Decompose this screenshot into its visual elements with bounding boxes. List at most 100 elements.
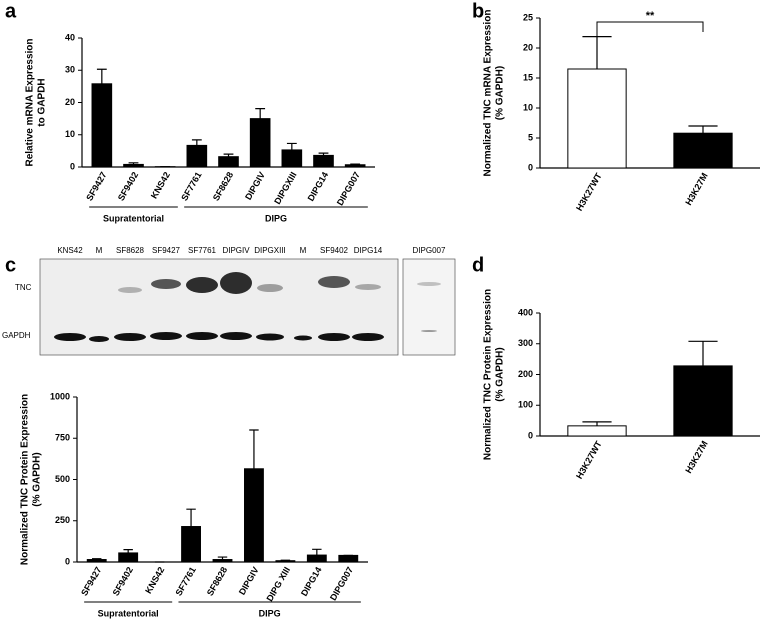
y-axis-label: Normalized TNC Protein Expression: [20, 394, 31, 565]
panel-label: a: [5, 0, 17, 22]
error-bar: [96, 68, 107, 84]
lane-label: KNS42: [57, 246, 83, 255]
y-tick-label: 10: [523, 102, 533, 112]
bar: [181, 526, 201, 563]
blot-image: [402, 258, 456, 356]
error-bar: [217, 556, 228, 560]
bar: [249, 118, 271, 168]
western-blot: KNS42 M SF8628 SF9427 SF7761 DIPGIV DIPGXIII M S…: [2, 246, 456, 356]
x-tick-label: KNS42: [149, 170, 172, 200]
y-tick-label: 0: [528, 162, 533, 172]
error-bar: [92, 558, 102, 560]
x-tick-label: DIPG14: [299, 565, 324, 598]
y-tick-label: 15: [523, 72, 533, 82]
y-tick-label: 25: [523, 12, 533, 22]
x-tick-label: SF9402: [116, 170, 140, 202]
y-tick-label: 20: [523, 42, 533, 52]
lane-label: SF9402: [320, 246, 349, 255]
y-axis-label: to GAPDH: [37, 78, 48, 126]
bar: [344, 164, 366, 168]
x-tick-label: SF8628: [211, 170, 235, 202]
lane-label: M: [96, 246, 103, 255]
error-bar: [249, 429, 259, 469]
y-tick-label: 750: [55, 433, 70, 443]
row-label: TNC: [15, 283, 32, 292]
group-label: DIPG: [259, 608, 281, 618]
lane-label: SF7761: [188, 246, 217, 255]
lane-label: M: [300, 246, 307, 255]
y-tick-label: 250: [55, 515, 70, 525]
y-tick-label: 20: [65, 97, 75, 107]
lane-label: SF8628: [116, 246, 145, 255]
y-axis-label: (% GAPDH): [495, 347, 506, 401]
bar: [123, 163, 144, 168]
error-bar: [318, 152, 329, 156]
bar: [306, 554, 327, 563]
y-tick-label: 0: [65, 556, 70, 566]
group-label: Supratentorial: [103, 213, 164, 223]
bar: [86, 559, 107, 563]
bar: [673, 132, 733, 169]
y-axis-label: (% GAPDH): [32, 452, 43, 506]
bar: [118, 552, 139, 563]
significance-label: **: [646, 10, 655, 22]
lane-label: DIPGXIII: [254, 246, 286, 255]
gapdh-bands: [54, 330, 437, 342]
error-bar: [688, 340, 718, 366]
significance-bracket: [596, 21, 704, 44]
x-tick-label: SF7761: [173, 565, 197, 597]
x-tick-label: DIPG007: [335, 170, 362, 207]
y-tick-label: 100: [518, 400, 533, 410]
x-tick-label: SF9402: [111, 565, 135, 597]
bar: [275, 560, 296, 563]
y-tick-label: 500: [55, 474, 70, 484]
bar: [244, 468, 264, 563]
error-bar: [286, 142, 297, 150]
group-label: Supratentorial: [98, 608, 159, 618]
bar: [91, 83, 113, 168]
y-tick-label: 0: [70, 161, 75, 171]
y-tick-label: 300: [518, 338, 533, 348]
bar: [567, 68, 627, 169]
x-tick-label: DIPGXIII: [272, 170, 298, 206]
error-bar: [582, 421, 612, 426]
x-tick-label: SF9427: [84, 170, 108, 202]
bar: [186, 144, 208, 168]
error-bar: [350, 163, 361, 165]
x-tick-label: DIPG XIII: [265, 565, 293, 603]
lane-label: DIPG14: [354, 246, 383, 255]
y-tick-label: 40: [65, 32, 75, 42]
lane-label: SF9427: [152, 246, 181, 255]
lane-label: DIPG007: [413, 246, 446, 255]
y-axis-label: Normalized TNC mRNA Expression: [483, 10, 494, 177]
bar: [673, 365, 733, 437]
error-bar: [255, 108, 266, 119]
bar: [281, 149, 303, 168]
bar: [218, 156, 239, 168]
x-tick-label: H3K27WT: [574, 439, 604, 481]
error-bar: [223, 153, 234, 157]
y-tick-label: 0: [528, 430, 533, 440]
error-bar: [312, 548, 322, 556]
x-tick-label: H3K27M: [683, 439, 709, 475]
y-axis-label: Normalized TNC Protein Expression: [483, 289, 494, 460]
x-tick-label: SF8628: [205, 565, 229, 597]
row-label: GAPDH: [2, 331, 31, 340]
x-tick-label: SF9427: [79, 565, 103, 597]
lane-label: DIPGIV: [222, 246, 250, 255]
error-bar: [191, 139, 202, 146]
y-tick-label: 10: [65, 129, 75, 139]
x-tick-label: SF7761: [179, 170, 203, 202]
error-bar: [128, 162, 139, 165]
y-tick-label: 1000: [50, 391, 70, 401]
panel-label: d: [472, 254, 484, 276]
error-bar: [688, 125, 718, 134]
panel-label: c: [5, 254, 16, 276]
y-tick-label: 30: [65, 65, 75, 75]
group-label: DIPG: [265, 213, 287, 223]
x-tick-label: KNS42: [143, 565, 166, 595]
error-bar: [186, 508, 196, 527]
y-axis-label: Relative mRNA Expression: [25, 38, 36, 166]
y-axis-label: (% GAPDH): [495, 66, 506, 120]
